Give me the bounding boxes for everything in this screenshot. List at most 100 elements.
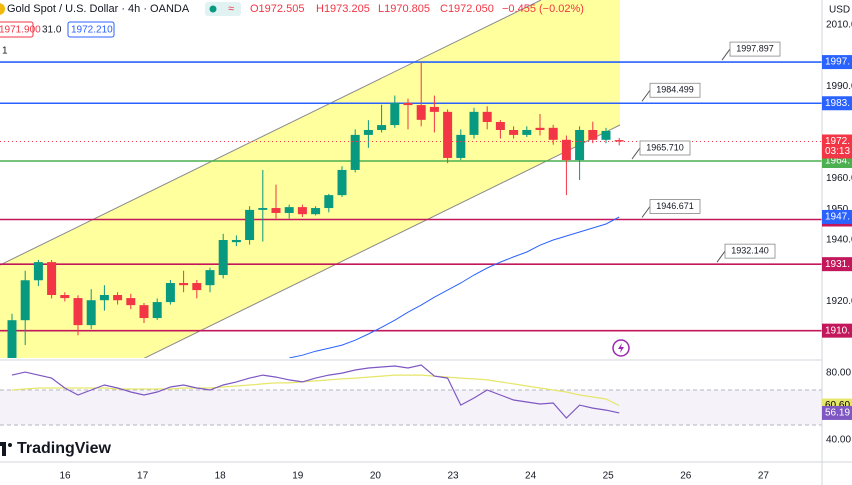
candle-body (377, 125, 387, 130)
candle-body (271, 208, 281, 213)
y-tick-label: 1950 (826, 204, 849, 215)
candle-body (588, 129, 598, 140)
market-status-icon: ≈ (228, 3, 234, 15)
candle-body (311, 208, 321, 215)
currency: USD (829, 5, 850, 16)
candle-body (245, 209, 255, 240)
x-tick-label: 19 (292, 471, 304, 482)
candle-body (165, 283, 175, 303)
x-tick-label: 25 (603, 471, 615, 482)
candle-body (47, 262, 57, 296)
candle-body (601, 130, 611, 140)
callout-leader (721, 48, 731, 61)
candle-body (231, 239, 241, 243)
candle-body (337, 169, 347, 196)
rsi-signal-line (11, 374, 620, 407)
candle-body (363, 129, 373, 135)
level-tag-bg (822, 96, 852, 111)
candle-body (33, 262, 43, 281)
rsi-band (0, 390, 822, 425)
ohlc-value: C1972.050 (440, 3, 494, 15)
candle-body (284, 207, 294, 213)
price-axis: 2010.0 1990.0 1960.0 1950 1940.0 1920.0 (826, 20, 852, 308)
last-price-tag: 1972. (825, 136, 850, 147)
indicator-count: 1 (2, 46, 8, 57)
candle-body (350, 134, 360, 170)
callout-leader (641, 206, 651, 218)
level-tag-bg (822, 55, 852, 70)
last-price-tag-bg (822, 134, 852, 159)
candle-body (469, 111, 479, 135)
candle-body (192, 283, 202, 291)
x-tick-label: 17 (137, 471, 149, 482)
callout-box (724, 243, 776, 259)
candle-body (548, 127, 558, 140)
candle-body (522, 129, 532, 135)
callout-box (649, 82, 701, 98)
y-tick-label: 1940.0 (826, 235, 852, 246)
candle-body (258, 208, 268, 210)
symbol-icon (0, 3, 5, 15)
candle-body (561, 139, 571, 161)
channel-upper (0, 0, 542, 266)
candle-body (99, 295, 109, 301)
rsi-value-tag: 60.60 (825, 400, 850, 411)
rsi-tick-label: 80.00 (826, 368, 851, 379)
rsi-line (11, 364, 620, 419)
candle-body (218, 239, 228, 276)
market-open-dot (209, 5, 217, 13)
x-tick-label: 23 (447, 471, 459, 482)
candle-body (482, 111, 492, 122)
header: Gold Spot / U.S. Dollar · 4h · OANDA ≈ 1… (0, 2, 850, 57)
countdown: 03:13 (825, 146, 850, 157)
candle-body (139, 305, 149, 319)
callout-label: 1984.499 (656, 85, 694, 95)
y-tick-label: 1920.0 (826, 296, 852, 307)
rsi-pane (0, 364, 822, 426)
ma-tag: 1947. (825, 212, 850, 223)
brand: TradingView (17, 440, 112, 457)
level-tag: 1964. (825, 156, 850, 167)
candle-body (152, 302, 162, 319)
level-tag-bg (822, 257, 852, 272)
candle-body (403, 102, 413, 106)
rsi-value-tag-bg (822, 405, 852, 420)
level-tag: 1983. (825, 98, 850, 109)
callout-box (639, 140, 691, 156)
channel-lower (143, 124, 621, 358)
rsi-tick-label: 40.00 (826, 435, 851, 446)
ma-tag-bg (822, 209, 852, 224)
y-tick-label: 1990.0 (826, 81, 852, 92)
x-tick-label: 18 (215, 471, 227, 482)
ask-box[interactable] (67, 21, 115, 38)
bid-price: 1971.900 (0, 25, 41, 36)
candle-body (443, 111, 453, 158)
x-tick-label: 20 (370, 471, 382, 482)
callout-label: 1932.140 (731, 246, 769, 256)
candle-body (7, 320, 17, 358)
candle-body (20, 280, 30, 321)
logo-dot (8, 443, 12, 447)
candle-body (509, 129, 519, 135)
rsi-value-tag: 56.19 (825, 408, 850, 419)
brand-logo: TradingView (0, 440, 112, 457)
candle-body (575, 129, 585, 161)
bid-box[interactable] (0, 21, 34, 38)
candle-body (429, 106, 439, 112)
y-tick-label: 1960.0 (826, 173, 852, 184)
candle-body (324, 195, 334, 209)
ohlc-value: −0.455 (−0.02%) (502, 3, 584, 15)
level-tag: 1931. (825, 259, 850, 270)
level-tag: 1910. (825, 325, 850, 336)
alert-bolt (618, 343, 624, 353)
callout-leader (641, 89, 651, 102)
price-pane (0, 0, 822, 358)
ohlc-value: L1970.805 (378, 3, 430, 15)
y-tick-label: 2010.0 (826, 20, 852, 31)
callout-label: 1946.671 (656, 201, 694, 211)
callout-label: 1965.710 (646, 142, 684, 152)
candle-body (416, 105, 426, 120)
callout-label: 1997.897 (736, 43, 774, 53)
